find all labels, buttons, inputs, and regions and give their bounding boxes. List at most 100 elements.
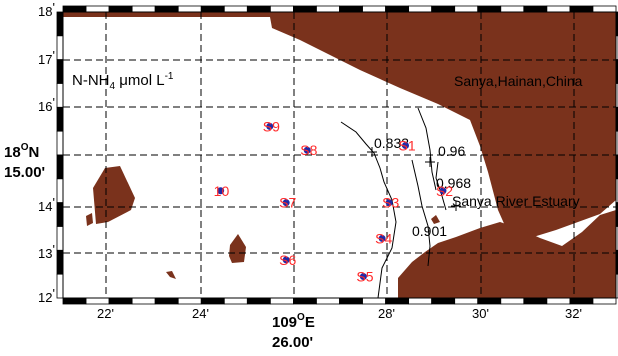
x-center-main: 109 [272,314,297,331]
x-tick-label: 24' [192,306,209,321]
station-label-s3: S3 [382,195,399,211]
island-large [93,166,135,224]
y-tick-label: 18' [38,0,55,19]
x-tick-label: 22' [97,306,114,321]
frame-segment-left [56,273,64,299]
frame-segment-top [500,5,525,13]
frame-segment-top [62,5,87,13]
frame-segment-bottom [108,297,133,305]
frame-segment-bottom [408,297,433,305]
frame-segment-top [200,5,225,13]
y-center-end: N [28,144,39,161]
contour-label-096: 0.96 [438,143,465,159]
contour-labels: 0.833 0.96 0.968 0.901 [374,135,471,239]
variable-exp: -1 [165,71,174,82]
frame-segment-top [85,5,110,13]
station-marker-s9 [266,122,274,130]
y-center-label-line1: 18ON [4,142,39,161]
frame-segment-bottom [246,297,271,305]
frame-segment-left [56,59,64,84]
contour-lines [340,107,447,299]
x-center-label-line2: 26.00' [272,334,313,351]
station-label-s1: S1 [399,137,416,153]
frame-segment-left [56,249,64,275]
frame-segment-bottom [592,297,617,305]
frame-segment-bottom [454,297,479,305]
frame-segment-bottom [316,297,340,305]
frame-segment-top [339,5,363,13]
contour-096 [417,107,437,191]
frame-segment-top [592,5,617,13]
plus-marker [367,147,377,157]
station-marker-s3 [385,199,393,207]
y-tick-minute: ' [52,286,54,301]
frame-segment-top [177,5,202,13]
frame-segment-bottom [131,297,156,305]
station-label-s4: S4 [375,230,392,246]
station-label-10: 10 [214,183,230,199]
y-tick-label: 13' [38,242,55,261]
y-axis-labels: 18'17'16'14'13'12' [38,0,55,305]
frame-segment-left [56,83,64,108]
contour-markers [367,147,461,211]
y-tick-minute: ' [52,95,54,110]
frame-segment-top [408,5,433,13]
island-east [596,220,616,246]
frame-segment-top [362,5,386,13]
station-marker-s6 [282,256,290,264]
frame-segment-bottom [177,297,202,305]
y-tick-degree: 17 [38,52,52,67]
station-label-s7: S7 [279,195,296,211]
frame-segment-top [523,5,548,13]
frame-segment-top [246,5,271,13]
frame-segment-top [131,5,156,13]
map-frame [56,5,618,305]
frame-segment-top [546,5,571,13]
grid [63,12,616,298]
x-axis-labels: 22' 24' 28' 30' 32' [97,306,582,321]
station-marker-s4 [378,234,386,242]
islet-estuary [431,215,440,224]
frame-segment-bottom [362,297,386,305]
contour-label-0833: 0.833 [374,135,409,151]
y-tick-label: 14' [38,195,55,214]
x-tick-label: 28' [378,306,395,321]
frame-segment-left [56,106,64,132]
frame-segment-left [56,130,64,156]
frame-segment-bottom [62,297,87,305]
frame-segment-top [269,5,294,13]
frame-segment-left [56,11,64,37]
y-tick-degree: 13 [38,246,52,261]
frame-segment-top [293,5,317,13]
frame-segment-left [56,154,64,180]
station-marker-s7 [282,199,290,207]
island-tiny [166,271,176,279]
plot-border [62,11,617,299]
y-center-main: 18 [4,144,21,161]
frame-segment-top [569,5,594,13]
variable-label: N-NH4 μmol L-1 [72,71,174,92]
y-tick-minute: ' [52,195,54,210]
y-tick-label: 17' [38,48,55,67]
contour-label-0968: 0.968 [436,175,471,191]
frame-segment-bottom [500,297,525,305]
frame-segment-top [454,5,479,13]
frame-segment-bottom [154,297,179,305]
frame-segment-top [154,5,179,13]
frame-segment-top [385,5,410,13]
stations-layer: S1 S2 S3 S4 S5 S6 S7 S8 S9 10 [214,118,454,284]
y-tick-label: 12' [38,286,55,305]
x-tick-label: 32' [565,306,582,321]
x-tick-label: 30' [472,306,489,321]
y-center-label-line2: 15.00' [4,164,45,181]
y-tick-degree: 18 [38,4,52,19]
frame-segment-top [223,5,248,13]
frame-segment-bottom [223,297,248,305]
station-label-s5: S5 [356,269,373,285]
frame-segment-top [477,5,502,13]
frame-segment-bottom [269,297,294,305]
y-tick-minute: ' [52,0,54,15]
island-mid [229,234,246,263]
y-tick-degree: 12 [38,290,52,305]
